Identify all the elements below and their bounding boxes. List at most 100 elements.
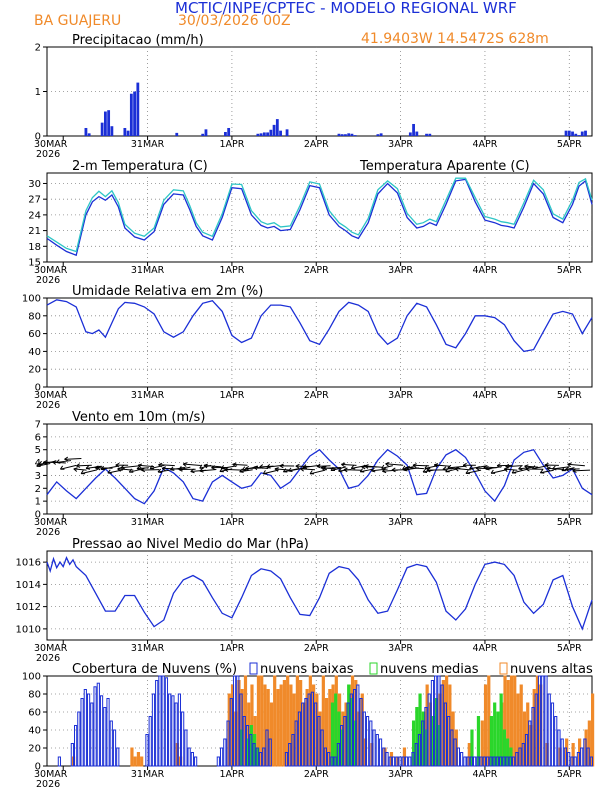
header-run: 30/03/2026 00Z xyxy=(178,13,291,29)
cloud-low-bar xyxy=(391,756,396,767)
cloud-low-bar xyxy=(388,756,392,767)
cloud-low-bar xyxy=(541,675,545,767)
cloud-low-bar xyxy=(427,693,431,767)
cloud-low-bar xyxy=(301,702,305,767)
cloud-low-bar xyxy=(515,752,519,767)
wind-arrow xyxy=(107,469,124,474)
cloud-low-bar xyxy=(145,734,149,767)
wind-arrow-head xyxy=(518,465,523,471)
wind-arrow-head xyxy=(511,469,517,474)
precip-bar xyxy=(425,133,428,136)
wind-arrow-head xyxy=(52,460,57,465)
wind-arrow xyxy=(300,468,315,471)
cloud-low-bar xyxy=(576,752,581,767)
legend-label-green: nuvens medias xyxy=(380,662,479,677)
precip-bar xyxy=(126,130,130,136)
ytick-label: 6 xyxy=(35,432,41,443)
wind-arrow xyxy=(149,464,165,470)
wind-arrow-head xyxy=(170,466,175,471)
cloud-low-bar xyxy=(362,711,366,767)
wind-arrow-head xyxy=(454,466,460,472)
wind-arrow xyxy=(129,468,144,473)
precip-bar xyxy=(279,130,282,136)
wind-arrow-head xyxy=(426,467,431,473)
wind-arrow-head xyxy=(36,462,41,468)
wind-arrow xyxy=(239,469,253,473)
wind-arrow-head xyxy=(282,468,288,473)
ytick-label: 1010 xyxy=(16,624,41,635)
cloud-low-bar xyxy=(252,743,256,767)
precip-bar xyxy=(256,133,260,136)
cloud-low-bar xyxy=(93,686,97,767)
series-line-blue xyxy=(46,178,593,257)
xtick-label: 4APR xyxy=(473,390,498,401)
wind-arrow-head xyxy=(447,464,452,470)
cloud-low-bar xyxy=(508,756,512,767)
xtick-label: 30MAR xyxy=(34,265,68,276)
cloud-low-bar xyxy=(284,752,289,767)
wind-arrow-head xyxy=(405,465,411,471)
wind-arrow-head xyxy=(73,467,78,472)
xtick-label: 30MAR xyxy=(34,517,68,528)
cloud-low-bar xyxy=(249,734,253,767)
xtick-label: 31MAR xyxy=(131,643,165,654)
precip-bar xyxy=(224,131,227,136)
wind-arrow xyxy=(199,468,217,472)
cloud-low-bar xyxy=(236,675,240,767)
wind-arrow-head xyxy=(320,465,326,471)
precip-bar xyxy=(262,132,266,136)
precip-bar xyxy=(204,129,208,136)
cloud-low-bar xyxy=(103,707,107,767)
cloud-low-bar xyxy=(294,720,298,767)
xtick-label: 2APR xyxy=(304,517,329,528)
ytick-label: 1012 xyxy=(16,602,41,613)
wind-arrow xyxy=(101,465,118,470)
wind-arrow-head xyxy=(382,468,387,474)
cloud-low-bar xyxy=(219,747,224,767)
cloud-low-bar xyxy=(434,675,438,767)
wind-arrow-head xyxy=(341,462,346,468)
wind-arrow-head xyxy=(96,465,101,471)
panel-frame xyxy=(46,423,593,515)
wind-arrow-head xyxy=(64,456,69,462)
cloud-low-bar xyxy=(330,756,334,767)
legend-swatch-orange xyxy=(499,662,508,675)
precip-bar xyxy=(259,133,263,136)
cloud-high-bar xyxy=(487,675,491,767)
ytick-label: 5 xyxy=(35,445,41,456)
cloud-low-bar xyxy=(547,693,551,767)
wind-arrow-head xyxy=(262,470,268,475)
wind-arrow-head xyxy=(412,463,417,468)
ytick-label: 21 xyxy=(28,226,41,237)
cloud-low-bar xyxy=(537,675,542,767)
cloud-low-bar xyxy=(404,756,409,767)
series-line-blue xyxy=(46,448,593,505)
cloud-low-bar xyxy=(109,720,113,767)
wind-arrow xyxy=(406,467,424,470)
xtick-label: 1APR xyxy=(219,390,244,401)
cloud-low-bar xyxy=(310,691,315,767)
cloud-low-bar xyxy=(567,752,571,767)
panel-title: Umidade Relativa em 2m (%) xyxy=(72,284,263,299)
precip-bar xyxy=(412,123,415,136)
cloud-low-bar xyxy=(106,698,110,767)
wind-arrow-head xyxy=(288,467,293,472)
cloud-low-bar xyxy=(340,725,344,767)
xtick-label: 1APR xyxy=(219,265,244,276)
cloud-low-bar xyxy=(502,756,506,767)
panel-title: Vento em 10m (m/s) xyxy=(72,410,205,425)
precip-bar xyxy=(87,133,91,136)
cloud-low-bar xyxy=(398,756,402,767)
xaxis-year: 2026 xyxy=(36,400,60,411)
wind-arrow-head xyxy=(43,460,48,465)
panel-frame xyxy=(46,172,593,263)
cloud-low-bar xyxy=(424,707,428,767)
cloud-low-bar xyxy=(352,689,357,767)
cloud-low-bar xyxy=(171,695,175,767)
xtick-label: 3APR xyxy=(388,265,413,276)
precip-bar xyxy=(567,130,571,136)
wind-arrow-head xyxy=(361,464,366,470)
cloud-low-bar xyxy=(174,702,178,767)
cloud-low-bar xyxy=(365,716,370,767)
